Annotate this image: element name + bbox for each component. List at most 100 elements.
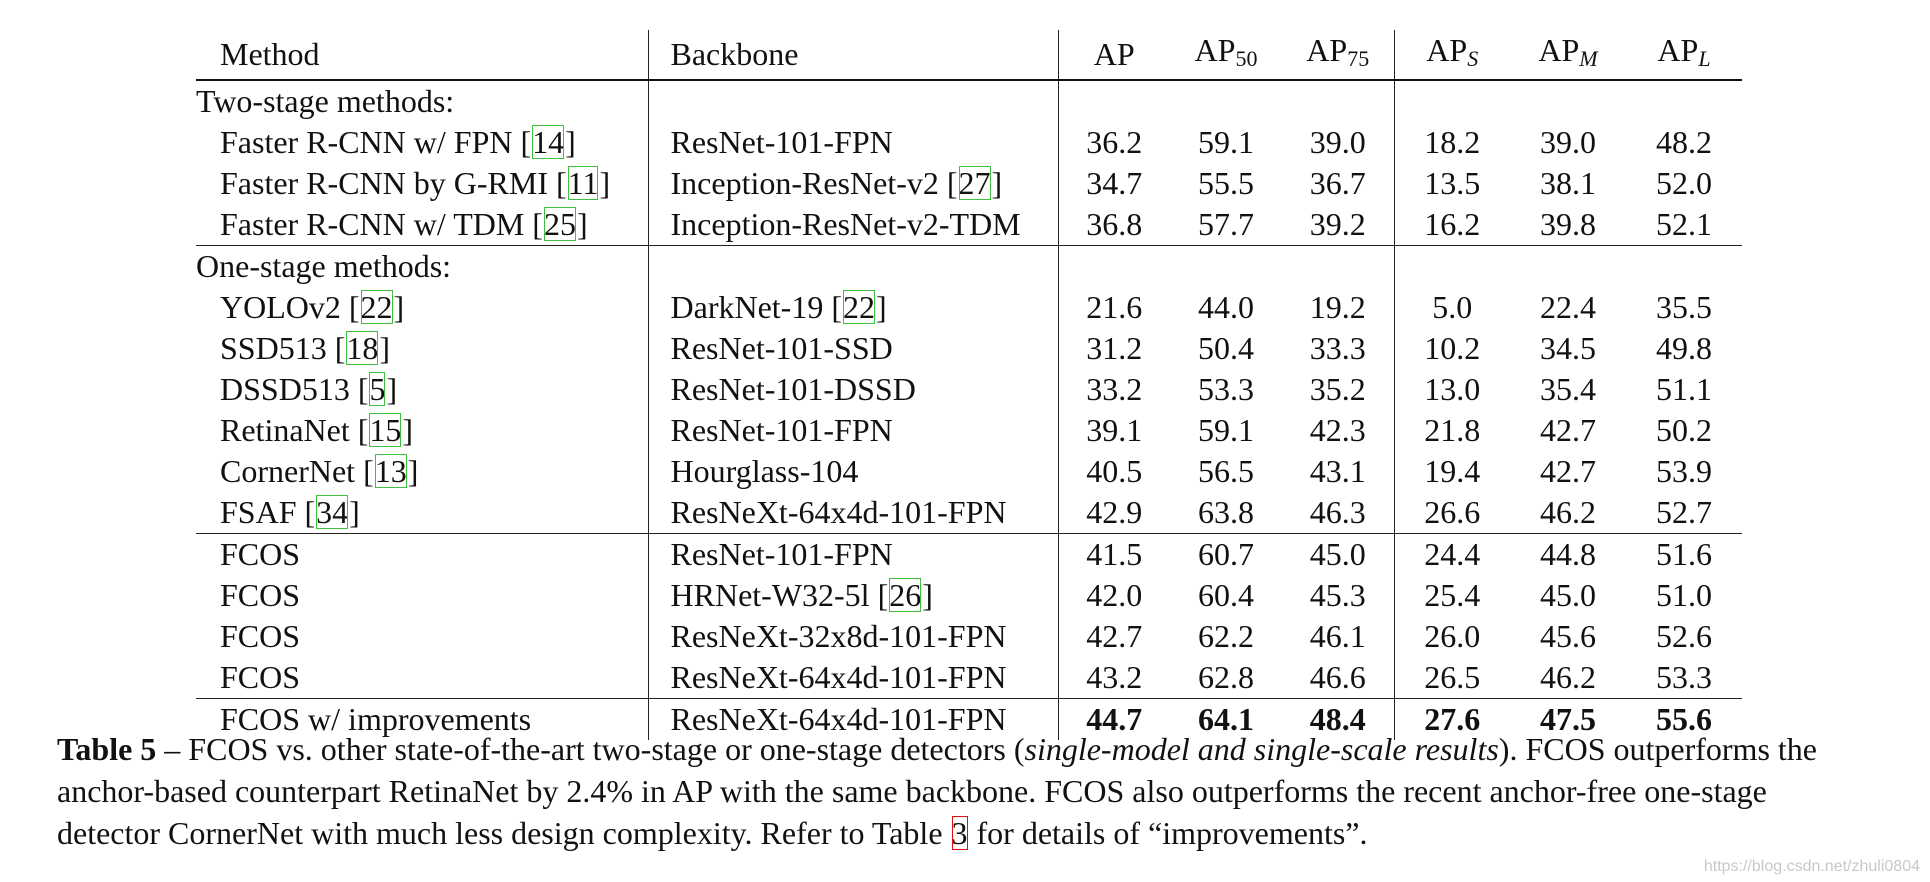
- value-ap50: 62.2: [1198, 618, 1254, 654]
- backbone-cell: HRNet-W32-5l [26]: [647, 575, 1058, 616]
- method-citation-ref[interactable]: 14: [532, 124, 565, 160]
- value-ap: 36.8: [1057, 204, 1170, 246]
- backbone-cell: ResNet-101-FPN: [647, 122, 1058, 163]
- method-cell: Faster R-CNN w/ FPN [14]: [220, 124, 576, 160]
- method-citation-ref[interactable]: 5: [369, 371, 386, 407]
- header-aps: APS: [1393, 30, 1510, 81]
- method-citation-text: FCOS: [220, 536, 301, 572]
- method-cell: FCOS w/ improvements: [196, 698, 648, 740]
- backbone-citation-ref[interactable]: 22: [842, 289, 875, 325]
- value-apl: 53.3: [1656, 659, 1712, 695]
- table-body: Two-stage methods: Faster R-CNN w/ FPN [1…: [196, 80, 1742, 740]
- backbone-citation-text: Inception-ResNet-v2-TDM: [670, 206, 1021, 242]
- value-ap50: 59.1: [1198, 124, 1254, 160]
- method-citation-ref[interactable]: 25: [543, 206, 576, 242]
- value-aps: 26.0: [1393, 616, 1510, 657]
- results-table: Method Backbone AP AP50 AP75 APS APM APL…: [196, 30, 1742, 740]
- table-row: FCOS HRNet-W32-5l [26] 42.0 60.4 45.3 25.4 45.…: [196, 575, 1742, 616]
- method-citation-ref[interactable]: 22: [360, 289, 393, 325]
- value-aps: 18.2: [1393, 122, 1510, 163]
- value-ap50: 55.5: [1198, 165, 1254, 201]
- value-apm: 45.6: [1540, 618, 1596, 654]
- value-ap75: 46.6: [1309, 659, 1366, 695]
- value-apl: 52.7: [1656, 494, 1712, 530]
- value-ap: 43.2: [1057, 657, 1170, 699]
- backbone-citation-text: HRNet-W32-5l: [670, 577, 870, 613]
- method-citation-ref[interactable]: 18: [346, 330, 379, 366]
- table-row: RetinaNet [15] ResNet-101-FPN 39.1 59.1 42.3…: [196, 410, 1742, 451]
- value-ap: 42.9: [1057, 492, 1170, 534]
- method-cell: SSD513 [18]: [220, 330, 391, 366]
- value-apm: 42.7: [1540, 453, 1596, 489]
- value-apl: 49.8: [1656, 330, 1712, 366]
- method-citation-text: SSD513: [220, 330, 327, 366]
- method-cell: Faster R-CNN w/ TDM [25]: [220, 206, 588, 242]
- value-ap75: 19.2: [1309, 289, 1366, 325]
- value-ap: 31.2: [1057, 328, 1170, 369]
- value-apl: 55.6: [1626, 698, 1742, 740]
- value-aps: 27.6: [1393, 698, 1510, 740]
- value-ap50: 56.5: [1198, 453, 1254, 489]
- backbone-citation-ref[interactable]: 27: [958, 165, 991, 201]
- backbone-citation-text: ResNeXt-32x8d-101-FPN: [670, 618, 1007, 654]
- value-ap50: 50.4: [1198, 330, 1254, 366]
- method-cell: FSAF [34]: [220, 494, 360, 530]
- value-ap75: 39.2: [1309, 206, 1366, 242]
- method-citation-ref[interactable]: 15: [369, 412, 402, 448]
- value-apl: 53.9: [1656, 453, 1712, 489]
- backbone-cell: Inception-ResNet-v2-TDM: [647, 204, 1058, 246]
- value-apm: 42.7: [1540, 412, 1596, 448]
- value-ap75: 36.7: [1309, 165, 1366, 201]
- value-aps: 21.8: [1393, 410, 1510, 451]
- value-ap75: 42.3: [1309, 412, 1366, 448]
- value-ap75: 43.1: [1309, 453, 1366, 489]
- value-ap: 41.5: [1057, 533, 1170, 575]
- method-citation-text: CornerNet: [220, 453, 356, 489]
- value-apm: 39.0: [1540, 124, 1596, 160]
- value-apl: 52.0: [1656, 165, 1712, 201]
- backbone-cell: Hourglass-104: [647, 451, 1058, 492]
- value-apm: 39.8: [1540, 206, 1596, 242]
- value-ap75: 33.3: [1309, 330, 1366, 366]
- value-aps: 25.4: [1393, 575, 1510, 616]
- table-row: FCOS ResNet-101-FPN 41.5 60.7 45.0 24.4 44.8 51…: [196, 533, 1742, 575]
- backbone-cell: ResNeXt-64x4d-101-FPN: [647, 657, 1058, 699]
- method-citation-ref[interactable]: 13: [374, 453, 407, 489]
- value-apm: 38.1: [1540, 165, 1596, 201]
- backbone-cell: ResNeXt-32x8d-101-FPN: [647, 616, 1058, 657]
- table-reference-link[interactable]: 3: [951, 815, 968, 851]
- section-two-stage-backbone-empty: [647, 80, 1058, 122]
- backbone-citation-text: ResNet-101-DSSD: [670, 371, 916, 407]
- value-ap75: 45.0: [1282, 533, 1394, 575]
- section-one-stage: One-stage methods:: [196, 245, 1742, 287]
- value-ap75: 48.4: [1282, 698, 1394, 740]
- section-two-stage-size-empty: [1393, 80, 1742, 122]
- method-citation-text: FSAF: [220, 494, 297, 530]
- section-one-stage-backbone-empty: [647, 245, 1058, 287]
- backbone-citation-ref[interactable]: 26: [889, 577, 922, 613]
- value-ap75: 35.2: [1309, 371, 1366, 407]
- method-citation-ref[interactable]: 34: [316, 494, 349, 530]
- table-row: Faster R-CNN by G-RMI [11] Inception-ResN…: [196, 163, 1742, 204]
- value-aps: 13.0: [1393, 369, 1510, 410]
- method-citation-text: Faster R-CNN w/ FPN: [220, 124, 513, 160]
- value-apl: 51.1: [1656, 371, 1712, 407]
- header-apm: APM: [1510, 30, 1626, 81]
- backbone-citation-text: Inception-ResNet-v2: [670, 165, 939, 201]
- value-aps: 16.2: [1393, 204, 1510, 246]
- value-ap50: 57.7: [1198, 206, 1254, 242]
- table-row: Faster R-CNN w/ TDM [25] Inception-ResNet…: [196, 204, 1742, 246]
- backbone-cell: ResNet-101-FPN: [647, 533, 1058, 575]
- table-header-row: Method Backbone AP AP50 AP75 APS APM APL: [196, 30, 1742, 81]
- backbone-citation-text: ResNet-101-SSD: [670, 330, 893, 366]
- value-ap75: 39.0: [1309, 124, 1366, 160]
- value-ap50: 59.1: [1198, 412, 1254, 448]
- method-citation-text: DSSD513: [220, 371, 350, 407]
- value-aps: 26.5: [1393, 657, 1510, 699]
- backbone-cell: ResNet-101-DSSD: [647, 369, 1058, 410]
- backbone-cell: ResNet-101-SSD: [647, 328, 1058, 369]
- value-ap50: 63.8: [1198, 494, 1254, 530]
- method-citation-ref[interactable]: 11: [567, 165, 599, 201]
- method-cell: FCOS: [196, 616, 648, 657]
- value-apm: 45.0: [1540, 577, 1596, 613]
